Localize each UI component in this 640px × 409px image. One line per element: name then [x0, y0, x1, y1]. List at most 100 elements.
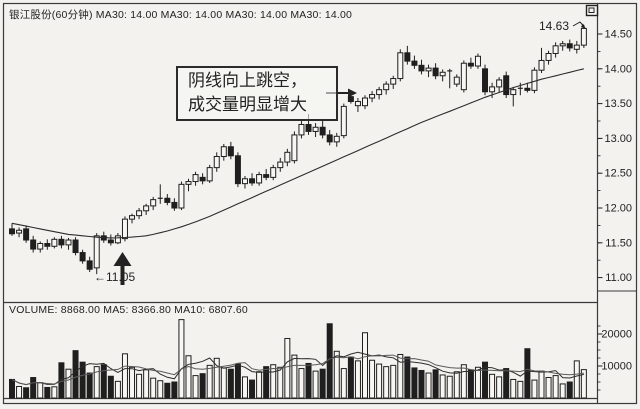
- volume-bar: [143, 369, 150, 399]
- candle-body: [206, 167, 213, 182]
- price-tick-label: 13.50: [604, 98, 632, 110]
- candle-body: [171, 201, 178, 209]
- volume-bar: [474, 366, 481, 399]
- candle-body: [474, 55, 481, 67]
- volume-bar: [129, 366, 136, 399]
- candle-body: [30, 239, 37, 250]
- candle-body: [192, 174, 199, 183]
- volume-bar: [496, 376, 503, 399]
- candle-body: [354, 101, 361, 107]
- volume-bar: [559, 383, 566, 399]
- volume-bar: [432, 369, 439, 399]
- candle-body: [340, 105, 347, 137]
- volume-bar: [171, 381, 178, 399]
- high-price-label: 14.63: [539, 19, 570, 33]
- candle-body: [510, 89, 517, 96]
- candle-body: [573, 44, 580, 50]
- candle-body: [545, 52, 552, 61]
- volume-bar: [270, 364, 277, 399]
- volume-bar: [482, 361, 489, 399]
- volume-bar: [44, 386, 51, 399]
- price-tick-label: 11.00: [605, 272, 632, 284]
- volume-bar: [552, 375, 559, 399]
- candle-body: [220, 146, 227, 157]
- volume-bar: [538, 370, 545, 399]
- volume-bar: [79, 361, 86, 399]
- volume-bar: [298, 368, 305, 399]
- volume-bar: [256, 371, 263, 399]
- volume-bar: [467, 369, 474, 399]
- candle-body: [143, 205, 150, 212]
- low-price-label: ←11.05: [94, 270, 136, 284]
- volume-bar: [418, 369, 425, 399]
- volume-bar: [114, 380, 121, 399]
- high-label-connector: [572, 21, 584, 27]
- volume-bar: [72, 350, 79, 399]
- candle-body: [404, 52, 411, 62]
- candle-body: [256, 174, 263, 184]
- ma30-line: [11, 68, 584, 239]
- volume-bar: [284, 337, 291, 399]
- volume-bar: [446, 375, 453, 399]
- window-restore-icon[interactable]: [585, 4, 599, 17]
- candle-body: [178, 183, 185, 209]
- candle-body: [503, 75, 510, 96]
- volume-bar: [234, 363, 241, 399]
- chart-border: [2, 2, 638, 405]
- volume-bar: [411, 367, 418, 399]
- price-tick-label: 12.00: [604, 203, 632, 215]
- candle-body: [369, 94, 376, 99]
- window-restore-icon-inner[interactable]: [588, 7, 595, 13]
- volume-bar: [249, 379, 256, 399]
- candle-body: [552, 45, 559, 54]
- candle-body: [467, 62, 474, 67]
- candle-body: [390, 78, 397, 85]
- volume-bar: [185, 355, 192, 399]
- annotation-line2: 成交量明显增大: [188, 95, 307, 114]
- volume-bar: [503, 368, 510, 399]
- volume-bar: [23, 387, 30, 399]
- volume-bar: [51, 386, 58, 399]
- price-tick-label: 12.50: [604, 168, 632, 180]
- volume-bar: [312, 370, 319, 399]
- candle-body: [86, 260, 93, 270]
- candle-body: [425, 67, 432, 72]
- candle-body: [376, 89, 383, 96]
- volume-bar: [164, 382, 171, 399]
- high-label-arrowhead: [581, 23, 586, 29]
- volume-bar: [489, 373, 496, 399]
- candle-body: [291, 134, 298, 162]
- volume-bar: [199, 373, 206, 399]
- volume-bar: [30, 377, 37, 399]
- candle-body: [489, 86, 496, 93]
- volume-bar: [9, 378, 15, 399]
- volume-bar: [573, 360, 580, 399]
- gap-annotation-arrowhead: [348, 88, 357, 98]
- volume-bar: [16, 385, 23, 399]
- chart-title: 银江股份(60分钟) MA30: 14.00 MA30: 14.00 MA30:…: [9, 9, 353, 21]
- candle-body: [121, 218, 128, 240]
- volume-bar: [566, 381, 573, 399]
- volume-bar: [404, 356, 411, 399]
- volume-bar: [524, 348, 531, 399]
- volume-bar: [93, 366, 100, 399]
- candle-body: [79, 252, 86, 262]
- candle-body: [93, 235, 100, 269]
- volume-bar: [107, 375, 114, 399]
- candle-body: [213, 155, 220, 169]
- volume-bar: [263, 366, 270, 399]
- candle-body: [418, 64, 425, 72]
- candle-body: [9, 228, 15, 235]
- candle-body: [23, 228, 30, 241]
- volume-ma10-line: [11, 354, 584, 386]
- volume-bar: [383, 366, 390, 399]
- volume-tick-label: 20000: [601, 329, 632, 341]
- candle-body: [114, 235, 121, 244]
- volume-bar: [319, 368, 326, 399]
- annotation-line1: 阴线向上跳空，: [188, 71, 307, 90]
- candle-body: [227, 146, 234, 157]
- candle-body: [263, 174, 270, 178]
- volume-bar: [510, 378, 517, 399]
